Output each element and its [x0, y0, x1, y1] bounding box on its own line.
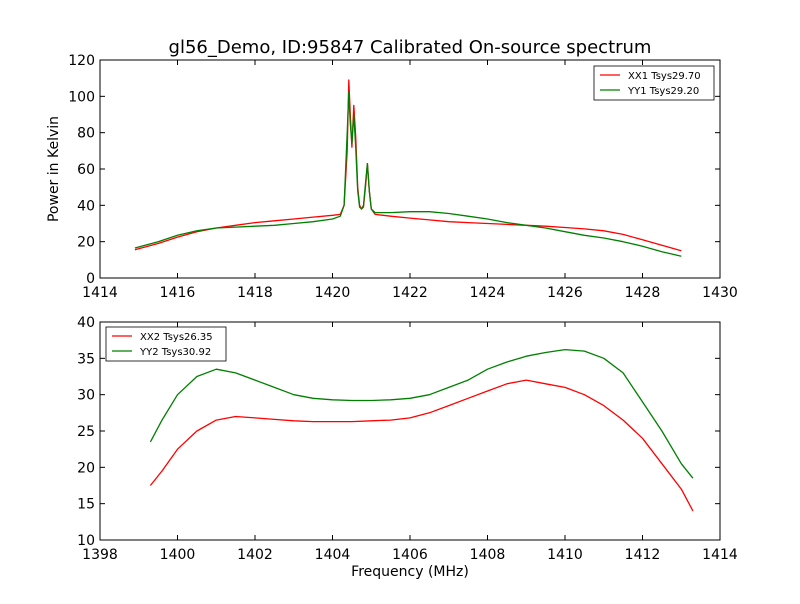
series-line-2 [134, 92, 682, 257]
series-group [134, 79, 682, 257]
legend-label: YY2 Tsys30.92 [139, 347, 211, 358]
y-tick-label: 10 [77, 533, 95, 549]
x-tick-label: 1400 [160, 547, 196, 563]
x-tick-label: 1428 [625, 285, 661, 301]
chart-title: gl56_Demo, ID:95847 Calibrated On-source… [169, 37, 652, 58]
plot-2: 1398 1400 1402 1404 1406 1408 1410 1412 1414 10 15… [77, 315, 738, 563]
x-axis-label: Frequency (MHz) [351, 564, 469, 580]
x-tick-label: 1410 [547, 547, 583, 563]
series-line-1 [149, 379, 694, 512]
y-tick-label: 120 [68, 53, 95, 69]
legend-label: XX1 Tsys29.70 [628, 71, 701, 82]
x-tick-label: 1412 [625, 547, 661, 563]
y-tick-label: 0 [86, 271, 95, 287]
x-tick-label: 1406 [392, 547, 428, 563]
x-tick-label: 1420 [315, 285, 351, 301]
legend-label: YY1 Tsys29.20 [627, 86, 699, 97]
legend-box [593, 65, 715, 101]
legend-label: XX2 Tsys26.35 [140, 332, 213, 343]
x-tick-label: 1418 [237, 285, 273, 301]
x-tick-label: 1404 [315, 547, 351, 563]
series-group [149, 348, 694, 512]
legend: XX2 Tsys26.35 YY2 Tsys30.92 [105, 326, 227, 362]
series-line-2 [149, 348, 694, 479]
x-tick-label: 1398 [82, 547, 118, 563]
plots-group: 1414 1416 1418 1420 1422 1424 1426 1428 1430 0 20 4… [68, 53, 738, 563]
x-tick-label: 1414 [702, 547, 738, 563]
x-tick-label: 1426 [547, 285, 583, 301]
y-tick-label: 60 [77, 162, 95, 178]
legend-box [105, 326, 227, 362]
y-tick-label: 20 [77, 460, 95, 476]
y-axis-label: Power in Kelvin [46, 116, 62, 222]
y-tick-label: 25 [77, 424, 95, 440]
plot-1: 1414 1416 1418 1420 1422 1424 1426 1428 1430 0 20 4… [68, 53, 738, 301]
x-tick-label: 1408 [470, 547, 506, 563]
y-tick-label: 35 [77, 351, 95, 367]
x-tick-label: 1414 [82, 285, 118, 301]
y-tick-label: 30 [77, 388, 95, 404]
y-tick-label: 80 [77, 126, 95, 142]
x-tick-label: 1422 [392, 285, 428, 301]
y-tick-label: 40 [77, 198, 95, 214]
series-line-1 [134, 79, 682, 252]
legend: XX1 Tsys29.70 YY1 Tsys29.20 [593, 65, 715, 101]
x-tick-label: 1402 [237, 547, 273, 563]
x-tick-label: 1430 [702, 285, 738, 301]
x-tick-label: 1416 [160, 285, 196, 301]
y-tick-label: 40 [77, 315, 95, 331]
x-tick-label: 1424 [470, 285, 506, 301]
y-tick-label: 100 [68, 89, 95, 105]
y-tick-label: 15 [77, 497, 95, 513]
y-tick-label: 20 [77, 235, 95, 251]
